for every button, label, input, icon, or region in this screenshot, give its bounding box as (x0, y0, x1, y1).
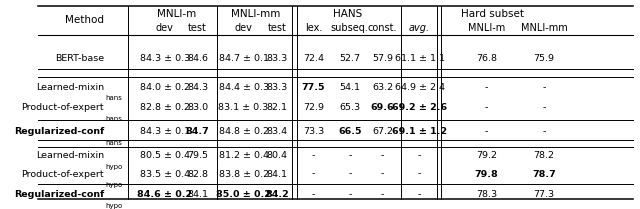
Text: 84.3 ± 0.1: 84.3 ± 0.1 (140, 127, 190, 136)
Text: hypo: hypo (105, 203, 122, 209)
Text: 84.1: 84.1 (266, 169, 287, 178)
Text: 69.6: 69.6 (371, 103, 394, 112)
Text: 77.5: 77.5 (301, 83, 325, 92)
Text: 82.8: 82.8 (187, 169, 208, 178)
Text: 79.2: 79.2 (476, 151, 497, 160)
Text: 66.5: 66.5 (338, 127, 362, 136)
Text: hypo: hypo (105, 182, 122, 188)
Text: -: - (418, 169, 421, 178)
Text: 84.7 ± 0.1: 84.7 ± 0.1 (219, 54, 269, 63)
Text: -: - (484, 103, 488, 112)
Text: avg.: avg. (409, 23, 430, 33)
Text: 65.3: 65.3 (339, 103, 360, 112)
Text: -: - (381, 151, 384, 160)
Text: 84.3 ± 0.3: 84.3 ± 0.3 (140, 54, 190, 63)
Text: 73.3: 73.3 (303, 127, 324, 136)
Text: hans: hans (105, 95, 122, 101)
Text: 79.8: 79.8 (474, 169, 499, 178)
Text: -: - (348, 190, 351, 199)
Text: -: - (418, 151, 421, 160)
Text: Regularized-conf: Regularized-conf (14, 190, 104, 199)
Text: MNLI-m: MNLI-m (157, 9, 196, 19)
Text: 69.2 ± 2.6: 69.2 ± 2.6 (392, 103, 447, 112)
Text: 64.9 ± 2.4: 64.9 ± 2.4 (395, 83, 445, 92)
Text: Hard subset: Hard subset (461, 9, 524, 19)
Text: hans: hans (105, 140, 122, 146)
Text: 84.6: 84.6 (187, 54, 208, 63)
Text: -: - (484, 83, 488, 92)
Text: -: - (381, 190, 384, 199)
Text: 67.2: 67.2 (372, 127, 393, 136)
Text: 78.2: 78.2 (534, 151, 554, 160)
Text: 82.8 ± 0.2: 82.8 ± 0.2 (140, 103, 189, 112)
Text: subseq.: subseq. (331, 23, 369, 33)
Text: 77.3: 77.3 (534, 190, 555, 199)
Text: 81.2 ± 0.4: 81.2 ± 0.4 (219, 151, 269, 160)
Text: Product-of-expert: Product-of-expert (21, 103, 104, 112)
Text: 79.5: 79.5 (187, 151, 208, 160)
Text: Product-of-expert: Product-of-expert (21, 169, 104, 178)
Text: 80.5 ± 0.4: 80.5 ± 0.4 (140, 151, 189, 160)
Text: 80.4: 80.4 (266, 151, 287, 160)
Text: -: - (484, 127, 488, 136)
Text: 61.1 ± 1.1: 61.1 ± 1.1 (395, 54, 445, 63)
Text: 72.9: 72.9 (303, 103, 324, 112)
Text: dev: dev (235, 23, 253, 33)
Text: MNLI-mm: MNLI-mm (231, 9, 280, 19)
Text: HANS: HANS (333, 9, 363, 19)
Text: Learned-mixin: Learned-mixin (36, 151, 104, 160)
Text: BERT-base: BERT-base (55, 54, 104, 63)
Text: lex.: lex. (305, 23, 322, 33)
Text: 83.5 ± 0.4: 83.5 ± 0.4 (140, 169, 190, 178)
Text: 84.3: 84.3 (187, 83, 208, 92)
Text: -: - (542, 127, 546, 136)
Text: MNLI-mm: MNLI-mm (521, 23, 568, 33)
Text: const.: const. (368, 23, 397, 33)
Text: Regularized-conf: Regularized-conf (14, 127, 104, 136)
Text: 84.7: 84.7 (186, 127, 209, 136)
Text: -: - (348, 169, 351, 178)
Text: 83.3: 83.3 (266, 54, 287, 63)
Text: 83.3: 83.3 (266, 83, 287, 92)
Text: Method: Method (65, 15, 104, 25)
Text: 72.4: 72.4 (303, 54, 324, 63)
Text: 84.6 ± 0.2: 84.6 ± 0.2 (137, 190, 192, 199)
Text: -: - (348, 151, 351, 160)
Text: -: - (542, 103, 546, 112)
Text: 63.2: 63.2 (372, 83, 393, 92)
Text: -: - (312, 151, 315, 160)
Text: test: test (188, 23, 207, 33)
Text: 83.1 ± 0.3: 83.1 ± 0.3 (218, 103, 269, 112)
Text: 76.8: 76.8 (476, 54, 497, 63)
Text: -: - (312, 190, 315, 199)
Text: hypo: hypo (105, 163, 122, 169)
Text: -: - (312, 169, 315, 178)
Text: 84.8 ± 0.2: 84.8 ± 0.2 (219, 127, 269, 136)
Text: -: - (418, 190, 421, 199)
Text: 75.9: 75.9 (534, 54, 554, 63)
Text: 84.1: 84.1 (187, 190, 208, 199)
Text: 83.4: 83.4 (266, 127, 287, 136)
Text: -: - (381, 169, 384, 178)
Text: test: test (268, 23, 287, 33)
Text: 78.3: 78.3 (476, 190, 497, 199)
Text: 82.1: 82.1 (266, 103, 287, 112)
Text: 54.1: 54.1 (339, 83, 360, 92)
Text: 84.0 ± 0.2: 84.0 ± 0.2 (140, 83, 189, 92)
Text: 84.4 ± 0.3: 84.4 ± 0.3 (218, 83, 269, 92)
Text: Learned-mixin: Learned-mixin (36, 83, 104, 92)
Text: 84.2: 84.2 (265, 190, 289, 199)
Text: 83.8 ± 0.2: 83.8 ± 0.2 (218, 169, 269, 178)
Text: MNLI-m: MNLI-m (468, 23, 505, 33)
Text: 57.9: 57.9 (372, 54, 393, 63)
Text: 85.0 ± 0.2: 85.0 ± 0.2 (216, 190, 271, 199)
Text: 69.1 ± 1.2: 69.1 ± 1.2 (392, 127, 447, 136)
Text: 83.0: 83.0 (187, 103, 208, 112)
Text: 52.7: 52.7 (339, 54, 360, 63)
Text: hans: hans (105, 116, 122, 122)
Text: 78.7: 78.7 (532, 169, 556, 178)
Text: -: - (542, 83, 546, 92)
Text: dev: dev (156, 23, 173, 33)
